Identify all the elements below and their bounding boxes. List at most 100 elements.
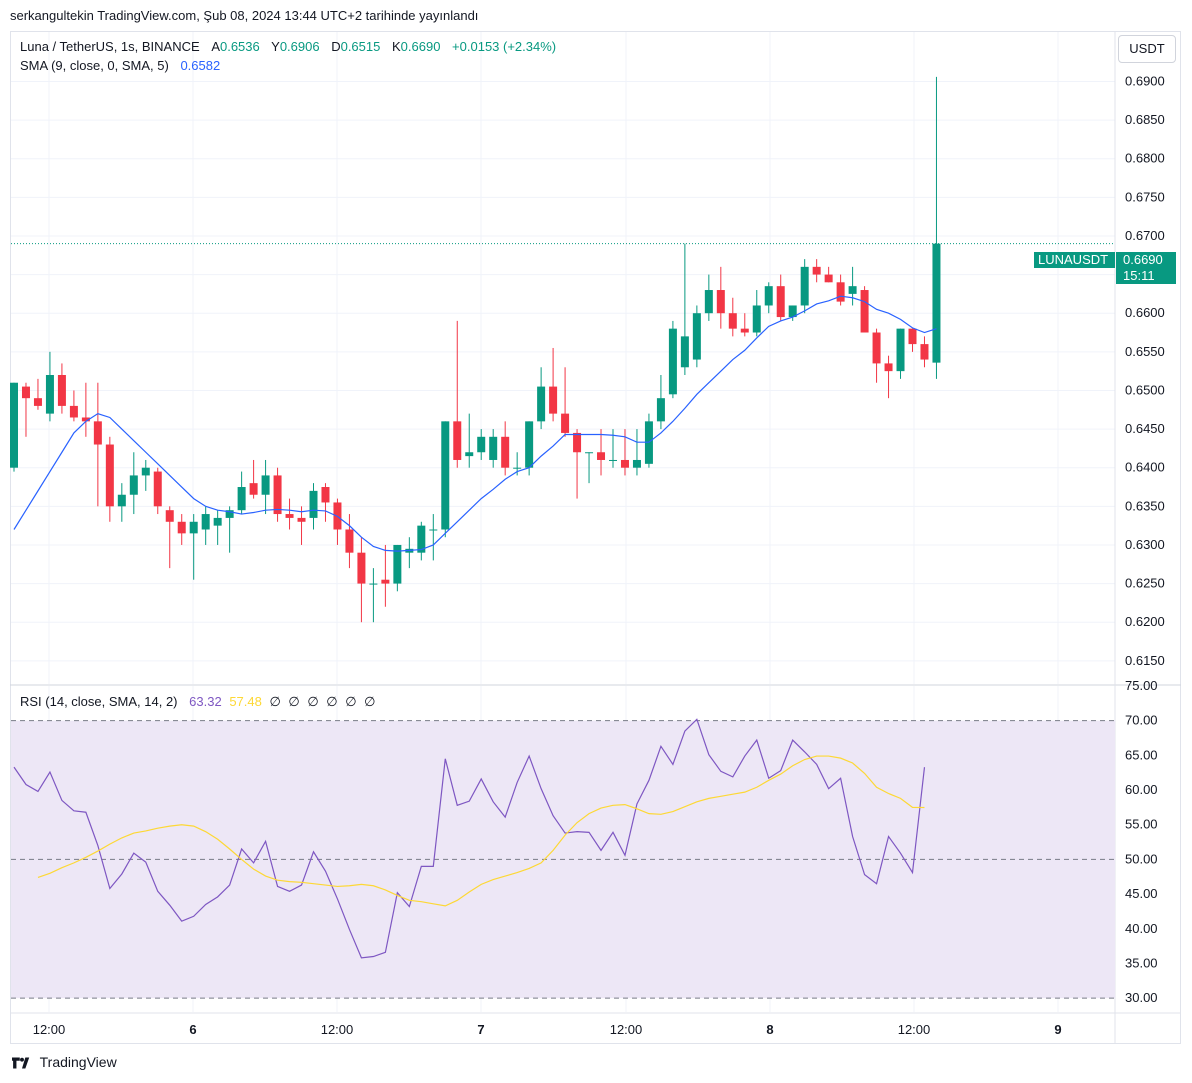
time-tick-label: 12:00 [610,1022,643,1037]
candle-up [656,398,665,422]
candle-up [261,475,270,495]
candle-up [429,529,438,531]
last-price-symbol: LUNAUSDT [1034,252,1115,268]
candle-up [237,487,246,511]
footer-brand: TradingView [39,1054,117,1070]
candle-up [141,467,150,476]
price-tick-label: 0.6250 [1125,576,1165,591]
candle-down [81,417,90,422]
candle-down [549,386,558,414]
candle-up [201,514,210,530]
candle-up [225,510,234,518]
candle-down [740,328,749,333]
candle-up [369,583,378,585]
candle-down [249,483,258,495]
candle-up [932,243,941,363]
last-price-countdown: 15:11 [1123,268,1155,283]
candle-up [537,386,546,422]
candle-down [321,487,330,503]
price-tick-label: 0.6500 [1125,382,1165,397]
rsi-ma-value: 57.48 [229,694,262,709]
candle-up [45,375,54,414]
legend-change: +0.0153 (+2.34%) [452,39,557,54]
last-price-value: 0.6690 [1123,252,1163,267]
time-tick-label: 12:00 [898,1022,931,1037]
time-tick-label: 12:00 [321,1022,354,1037]
legend-symbol[interactable]: Luna / TetherUS, 1s, BINANCE [20,39,200,54]
candle-up [692,313,701,360]
candle-down [728,313,737,329]
candle-down [908,328,917,345]
currency-button[interactable]: USDT [1118,35,1176,63]
candle-up [465,452,474,457]
candle-down [93,421,102,445]
price-tick-label: 0.6850 [1125,112,1165,127]
candle-down [105,444,114,507]
legend-high-label: Y [271,39,280,54]
candle-up [477,436,486,453]
price-tick-label: 0.6700 [1125,228,1165,243]
price-tick-label: 0.6550 [1125,344,1165,359]
rsi-extras: ∅ ∅ ∅ ∅ ∅ ∅ [269,694,378,709]
candle-down [812,266,821,275]
sma-legend: SMA (9, close, 0, SMA, 5) 0.6582 [20,58,224,73]
price-tick-label: 0.6400 [1125,460,1165,475]
time-tick-label: 6 [189,1022,196,1037]
candle-down [297,517,306,522]
candle-down [776,286,785,318]
candle-up [117,494,126,507]
time-tick-label: 9 [1054,1022,1061,1037]
candle-down [285,514,294,518]
candle-up [525,421,534,468]
candle-up [10,382,18,468]
chart-frame [10,31,1181,1044]
rsi-value: 63.32 [189,694,222,709]
price-tick-label: 0.6750 [1125,189,1165,204]
candle-up [704,290,713,314]
candle-down [836,282,845,302]
candle-down [33,398,42,406]
legend-high-value: 0.6906 [279,39,320,54]
candle-down [872,332,881,364]
time-tick-label: 12:00 [33,1022,66,1037]
price-tick-label: 0.6450 [1125,421,1165,436]
time-tick-label: 8 [766,1022,773,1037]
candle-up [632,459,641,468]
price-tick-label: 0.6800 [1125,151,1165,166]
candle-up [489,436,498,460]
rsi-tick-label: 45.00 [1125,886,1158,901]
sma-label[interactable]: SMA (9, close, 0, SMA, 5) [20,58,169,73]
published-line: serkangultekin TradingView.com, Şub 08, … [10,8,479,23]
legend-close-label: K [391,39,401,54]
candle-down [620,459,629,468]
tradingview-logo[interactable]: TradingView [12,1054,117,1070]
candle-down [273,475,282,515]
rsi-legend: RSI (14, close, SMA, 14, 2) 63.32 57.48 … [20,694,382,710]
candle-down [597,452,606,460]
candle-down [824,274,833,283]
rsi-tick-label: 35.00 [1125,955,1158,970]
candle-down [920,344,929,360]
candle-up [800,266,809,306]
legend-low-label: D [331,39,341,54]
sma-value: 0.6582 [180,58,221,73]
rsi-ma-line [37,755,925,907]
price-tick-label: 0.6900 [1125,73,1165,88]
candle-down [860,290,869,333]
candle-down [453,421,462,460]
legend-open-label: A [211,39,220,54]
candle-up [513,467,522,469]
price-tick-label: 0.6300 [1125,537,1165,552]
candle-up [764,286,773,306]
rsi-label[interactable]: RSI (14, close, SMA, 14, 2) [20,694,178,709]
candle-up [668,328,677,395]
candle-down [21,386,30,399]
rsi-tick-label: 40.00 [1125,921,1158,936]
candle-up [680,336,689,368]
candle-down [357,552,366,584]
candle-up [189,521,198,534]
candle-down [501,436,510,468]
candle-up [417,525,426,553]
candle-down [345,529,354,553]
